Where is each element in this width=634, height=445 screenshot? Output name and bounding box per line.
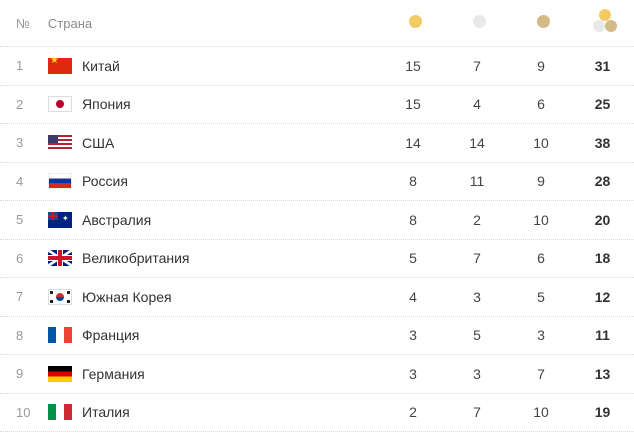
bronze-count: 10 bbox=[533, 404, 549, 421]
table-row[interactable]: 9 Германия 3 3 7 13 bbox=[0, 355, 634, 394]
total-count: 13 bbox=[594, 365, 611, 382]
gold-count: 15 bbox=[405, 57, 421, 74]
rank: 5 bbox=[16, 212, 24, 228]
silver-count: 7 bbox=[473, 250, 481, 267]
silver-count: 14 bbox=[469, 134, 485, 151]
gold-count: 4 bbox=[409, 288, 417, 305]
country-name[interactable]: США bbox=[82, 134, 115, 151]
silver-count: 2 bbox=[473, 211, 481, 228]
russia-flag-icon bbox=[48, 173, 72, 190]
header-bronze bbox=[511, 15, 575, 31]
country-name[interactable]: Франция bbox=[82, 327, 140, 344]
country-name[interactable]: Великобритания bbox=[82, 250, 190, 267]
country-name[interactable]: Япония bbox=[82, 96, 131, 113]
table-row[interactable]: 3 США 14 14 10 38 bbox=[0, 124, 634, 163]
australia-flag-icon bbox=[48, 211, 72, 228]
country-name[interactable]: Германия bbox=[82, 365, 145, 382]
bronze-count: 6 bbox=[537, 250, 545, 267]
gold-medal-icon bbox=[409, 15, 423, 28]
table-row[interactable]: 1 Китай 15 7 9 31 bbox=[0, 47, 634, 86]
silver-count: 7 bbox=[473, 57, 481, 74]
table-header: № Страна bbox=[0, 0, 634, 47]
header-total bbox=[575, 8, 634, 38]
gold-count: 8 bbox=[409, 211, 417, 228]
rank: 10 bbox=[16, 404, 31, 420]
gold-count: 8 bbox=[409, 173, 417, 190]
germany-flag-icon bbox=[48, 365, 72, 382]
rank: 8 bbox=[16, 327, 24, 343]
bronze-medal-icon bbox=[536, 15, 550, 28]
rank: 3 bbox=[16, 135, 24, 151]
total-count: 25 bbox=[594, 96, 611, 113]
china-flag-icon bbox=[48, 57, 72, 74]
gold-count: 5 bbox=[409, 250, 417, 267]
medal-table: № Страна 1 Китай 15 7 9 31 2 Япон bbox=[0, 0, 634, 432]
france-flag-icon bbox=[48, 327, 72, 344]
silver-medal-icon bbox=[473, 15, 486, 28]
total-count: 19 bbox=[594, 404, 611, 421]
table-row[interactable]: 6 Великобритания 5 7 6 18 bbox=[0, 239, 634, 278]
country-name[interactable]: Южная Корея bbox=[82, 288, 172, 305]
silver-count: 4 bbox=[473, 96, 481, 113]
gold-count: 14 bbox=[405, 134, 421, 151]
silver-count: 7 bbox=[473, 404, 481, 421]
gold-count: 2 bbox=[409, 404, 417, 421]
total-count: 31 bbox=[594, 57, 611, 74]
total-count: 11 bbox=[595, 327, 610, 344]
rank: 2 bbox=[16, 96, 24, 112]
silver-count: 11 bbox=[469, 173, 485, 190]
header-gold bbox=[384, 15, 448, 31]
bronze-count: 9 bbox=[537, 173, 545, 190]
total-medals-icon bbox=[590, 8, 620, 35]
rank: 6 bbox=[16, 250, 24, 266]
uk-flag-icon bbox=[48, 250, 72, 267]
rank: 9 bbox=[16, 366, 24, 382]
country-name[interactable]: Италия bbox=[82, 404, 130, 421]
bronze-count: 3 bbox=[537, 327, 545, 344]
bronze-count: 9 bbox=[537, 57, 545, 74]
bronze-count: 10 bbox=[533, 134, 549, 151]
total-count: 20 bbox=[594, 211, 611, 228]
header-silver bbox=[448, 15, 512, 31]
rank: 4 bbox=[16, 173, 24, 189]
country-name[interactable]: Австралия bbox=[82, 211, 152, 228]
gold-count: 3 bbox=[409, 327, 417, 344]
silver-count: 3 bbox=[473, 288, 481, 305]
total-count: 28 bbox=[594, 173, 611, 190]
silver-count: 3 bbox=[473, 365, 481, 382]
italy-flag-icon bbox=[48, 404, 72, 421]
bronze-count: 7 bbox=[537, 365, 545, 382]
table-row[interactable]: 4 Россия 8 11 9 28 bbox=[0, 162, 634, 201]
silver-count: 5 bbox=[473, 327, 481, 344]
country-name[interactable]: Китай bbox=[82, 57, 120, 74]
table-row[interactable]: 5 Австралия 8 2 10 20 bbox=[0, 201, 634, 240]
table-row[interactable]: 7 Южная Корея 4 3 5 12 bbox=[0, 278, 634, 317]
table-row[interactable]: 10 Италия 2 7 10 19 bbox=[0, 393, 634, 432]
rank: 7 bbox=[16, 289, 24, 305]
header-country: Страна bbox=[47, 15, 93, 31]
bronze-count: 10 bbox=[533, 211, 549, 228]
gold-count: 3 bbox=[409, 365, 417, 382]
total-count: 18 bbox=[594, 250, 611, 267]
total-count: 12 bbox=[594, 288, 611, 305]
country-name[interactable]: Россия bbox=[82, 173, 128, 190]
rank: 1 bbox=[16, 58, 24, 74]
usa-flag-icon bbox=[48, 134, 72, 151]
total-count: 38 bbox=[594, 134, 611, 151]
bronze-count: 6 bbox=[537, 96, 545, 113]
header-rank: № bbox=[16, 15, 30, 31]
gold-count: 15 bbox=[405, 96, 421, 113]
japan-flag-icon bbox=[48, 96, 72, 113]
south-korea-flag-icon bbox=[48, 288, 72, 305]
table-row[interactable]: 2 Япония 15 4 6 25 bbox=[0, 85, 634, 124]
table-row[interactable]: 8 Франция 3 5 3 11 bbox=[0, 316, 634, 355]
bronze-count: 5 bbox=[537, 288, 545, 305]
